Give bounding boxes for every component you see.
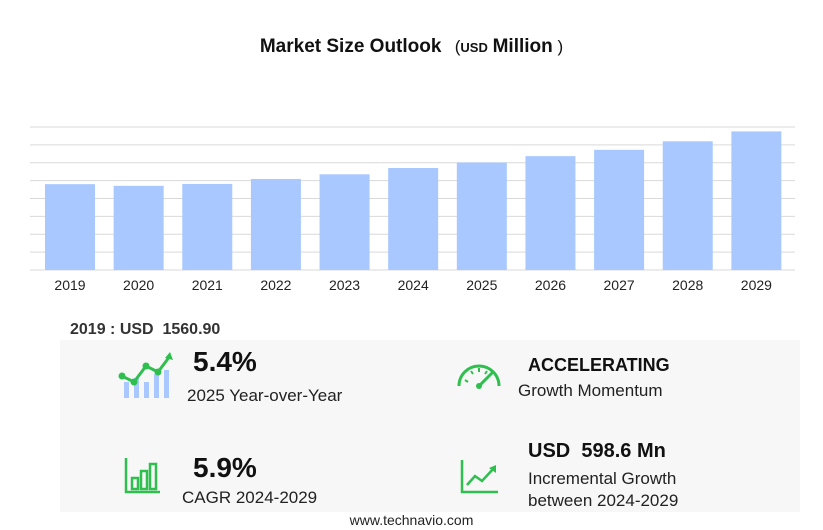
bar-2027 <box>594 149 645 270</box>
title-main: Market Size Outlook <box>259 36 442 57</box>
bar-growth-icon <box>124 458 160 494</box>
x-tick-label: 2025 <box>466 277 497 293</box>
x-tick-label: 2027 <box>604 277 635 293</box>
bar-2022 <box>250 178 301 270</box>
yoy-value: 5.4% <box>193 346 257 377</box>
incremental-label-2: between 2024-2029 <box>528 491 679 510</box>
unit-prefix: USD <box>460 40 488 55</box>
x-tick-label: 2026 <box>535 277 566 293</box>
x-tick-label: 2020 <box>123 277 154 293</box>
chart-title: Market Size Outlook (USD Million ) <box>0 36 823 58</box>
metrics-panel <box>60 340 800 512</box>
x-tick-label: 2023 <box>329 277 360 293</box>
bar-2020 <box>113 185 164 270</box>
trend-up-icon <box>460 460 498 494</box>
cagr-value: 5.9% <box>193 452 257 483</box>
footer-url: www.technavio.com <box>349 512 474 528</box>
bar-2021 <box>182 183 233 270</box>
incremental-value: USD 598.6 Mn <box>528 440 666 462</box>
x-tick-label: 2022 <box>260 277 291 293</box>
yoy-label: 2025 Year-over-Year <box>187 386 343 405</box>
x-tick-label: 2021 <box>192 277 223 293</box>
base-label: 2019 : USD <box>70 321 154 338</box>
bar-2025 <box>456 162 507 270</box>
x-tick-label: 2029 <box>741 277 772 293</box>
bar-2029 <box>731 131 782 270</box>
momentum-label: Growth Momentum <box>518 381 663 400</box>
bar-2019 <box>45 184 95 270</box>
title-unit: (USD Million ) <box>454 36 564 57</box>
growth-chart-icon <box>118 352 173 398</box>
base-year-value: 2019 : USD 1560.90 <box>70 321 220 339</box>
unit-open: ( <box>454 37 461 56</box>
x-tick-label: 2028 <box>672 277 703 293</box>
bar-2026 <box>525 156 576 270</box>
momentum-value: ACCELERATING <box>528 355 670 375</box>
bar-2024 <box>388 167 439 270</box>
x-tick-label: 2024 <box>398 277 429 293</box>
unit-close: ) <box>557 37 564 56</box>
incremental-label-1: Incremental Growth <box>528 469 677 488</box>
bar-2028 <box>662 141 713 270</box>
bar-chart: 2019 2020 2021 2022 2023 2024 2025 2026 2027 2028… <box>30 126 795 293</box>
unit-word: Million <box>492 36 553 57</box>
base-value: 1560.90 <box>162 321 221 338</box>
x-tick-label: 2019 <box>54 277 85 293</box>
bar-2023 <box>319 174 370 270</box>
speedometer-icon <box>457 364 501 389</box>
cagr-label: CAGR 2024-2029 <box>182 488 318 507</box>
